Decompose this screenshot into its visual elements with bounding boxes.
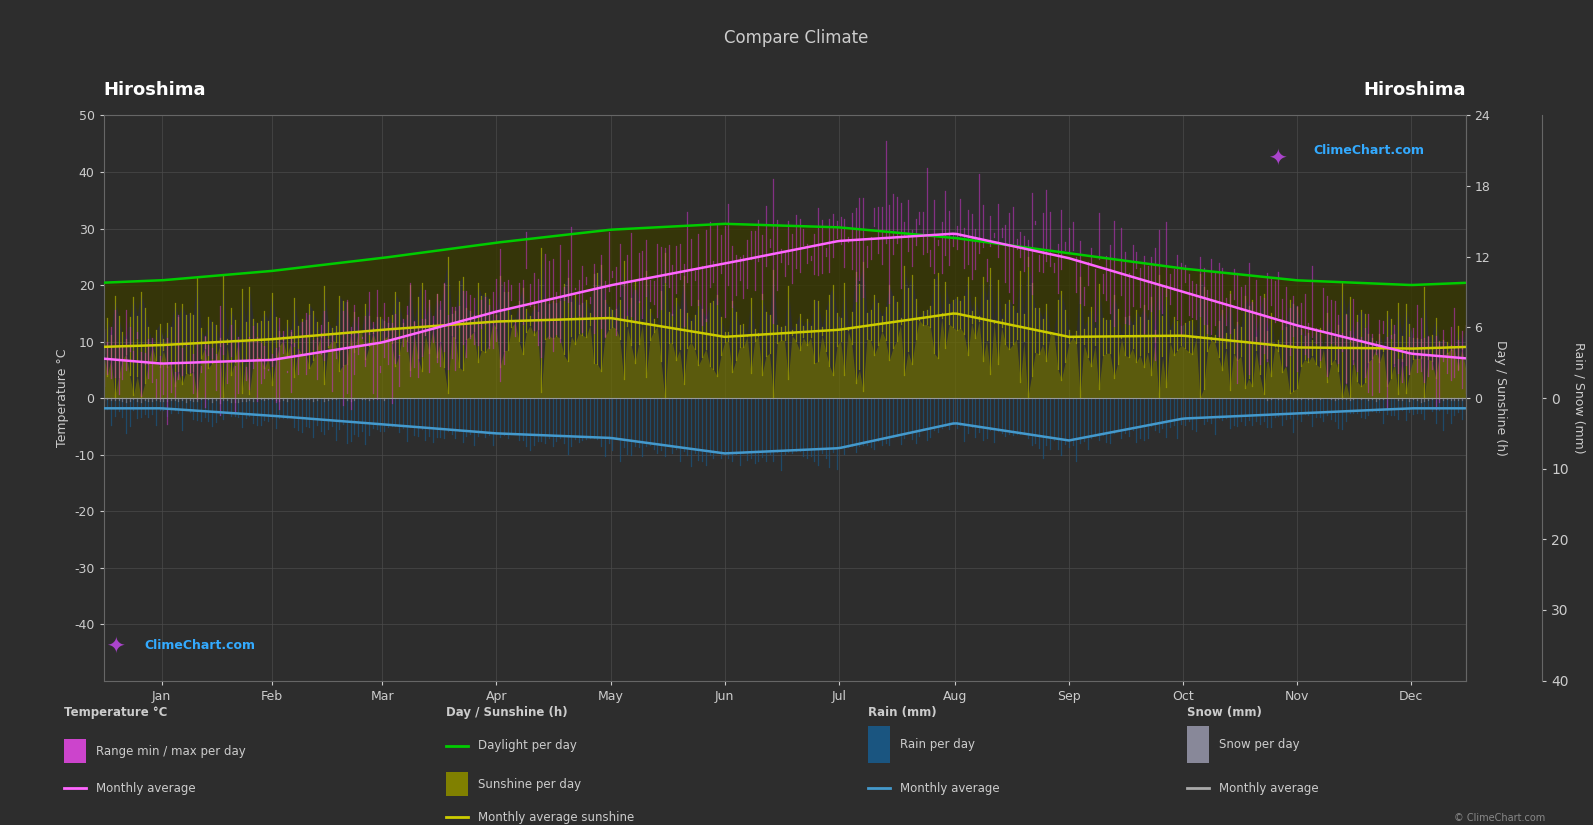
Text: Monthly average: Monthly average bbox=[1219, 781, 1319, 794]
Text: © ClimeChart.com: © ClimeChart.com bbox=[1454, 813, 1545, 823]
Y-axis label: Rain / Snow (mm): Rain / Snow (mm) bbox=[1572, 342, 1585, 454]
Text: ClimeChart.com: ClimeChart.com bbox=[1314, 144, 1424, 157]
Bar bbox=[446, 772, 468, 796]
Text: Rain (mm): Rain (mm) bbox=[868, 706, 937, 719]
Text: Monthly average: Monthly average bbox=[900, 781, 1000, 794]
Y-axis label: Temperature °C: Temperature °C bbox=[56, 349, 68, 447]
Text: Hiroshima: Hiroshima bbox=[104, 81, 205, 98]
Text: Rain per day: Rain per day bbox=[900, 738, 975, 751]
Text: Range min / max per day: Range min / max per day bbox=[96, 745, 245, 757]
Text: ClimeChart.com: ClimeChart.com bbox=[145, 639, 255, 653]
Text: Snow (mm): Snow (mm) bbox=[1187, 706, 1262, 719]
Text: Snow per day: Snow per day bbox=[1219, 738, 1300, 751]
Text: Daylight per day: Daylight per day bbox=[478, 739, 577, 752]
Text: Monthly average sunshine: Monthly average sunshine bbox=[478, 811, 634, 823]
Bar bbox=[868, 726, 890, 763]
Bar bbox=[64, 739, 86, 763]
Text: Temperature °C: Temperature °C bbox=[64, 706, 167, 719]
Text: Monthly average: Monthly average bbox=[96, 781, 196, 794]
Text: Sunshine per day: Sunshine per day bbox=[478, 778, 581, 790]
Text: Hiroshima: Hiroshima bbox=[1364, 81, 1466, 98]
Y-axis label: Day / Sunshine (h): Day / Sunshine (h) bbox=[1494, 340, 1507, 456]
Text: Compare Climate: Compare Climate bbox=[725, 29, 868, 47]
Text: ✦: ✦ bbox=[1268, 149, 1287, 169]
Bar bbox=[1187, 726, 1209, 763]
Text: ✦: ✦ bbox=[107, 638, 124, 658]
Text: Day / Sunshine (h): Day / Sunshine (h) bbox=[446, 706, 567, 719]
